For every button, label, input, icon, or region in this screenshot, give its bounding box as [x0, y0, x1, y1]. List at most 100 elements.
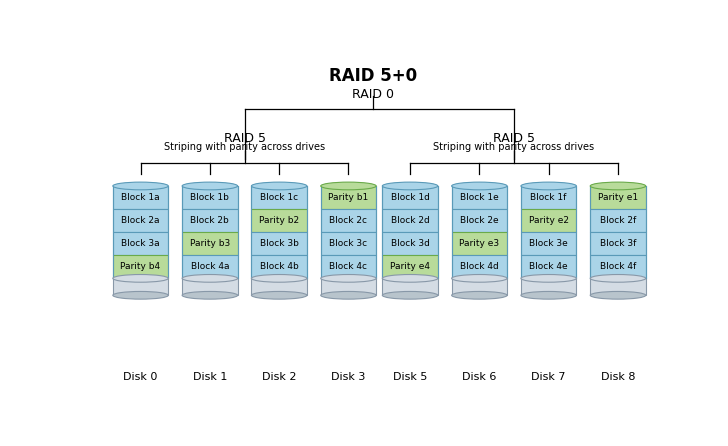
Text: Parity b3: Parity b3: [190, 239, 230, 248]
Bar: [382, 278, 438, 295]
Text: Disk 1: Disk 1: [193, 372, 227, 382]
Bar: [521, 278, 577, 295]
Ellipse shape: [321, 291, 376, 299]
Text: Parity b2: Parity b2: [259, 216, 299, 225]
Text: RAID 0: RAID 0: [352, 88, 394, 101]
Text: Disk 5: Disk 5: [393, 372, 427, 382]
Text: Parity e3: Parity e3: [459, 239, 499, 248]
Bar: [113, 278, 168, 295]
Bar: [590, 186, 646, 209]
Bar: [113, 186, 168, 209]
Bar: [113, 255, 168, 278]
Ellipse shape: [251, 274, 307, 282]
Text: Block 1b: Block 1b: [191, 193, 229, 202]
Text: Parity b1: Parity b1: [328, 193, 368, 202]
Text: Block 1f: Block 1f: [531, 193, 567, 202]
Text: Block 4f: Block 4f: [600, 262, 636, 271]
Bar: [182, 278, 237, 295]
Text: Block 3a: Block 3a: [122, 239, 160, 248]
Bar: [251, 255, 307, 278]
Bar: [451, 255, 507, 278]
Bar: [321, 255, 376, 278]
Text: Block 3d: Block 3d: [391, 239, 430, 248]
Text: Block 2b: Block 2b: [191, 216, 229, 225]
Ellipse shape: [451, 182, 507, 190]
Bar: [321, 278, 376, 295]
Text: Block 4c: Block 4c: [330, 262, 368, 271]
Bar: [382, 186, 438, 209]
Text: Disk 7: Disk 7: [531, 372, 566, 382]
Text: Block 3c: Block 3c: [329, 239, 368, 248]
Bar: [113, 232, 168, 255]
Ellipse shape: [113, 182, 168, 190]
Ellipse shape: [521, 182, 577, 190]
Bar: [321, 209, 376, 232]
Ellipse shape: [182, 291, 237, 299]
Ellipse shape: [382, 274, 438, 282]
Text: Block 2c: Block 2c: [330, 216, 368, 225]
Bar: [251, 186, 307, 209]
Text: Striping with parity across drives: Striping with parity across drives: [433, 142, 595, 152]
Ellipse shape: [590, 291, 646, 299]
Bar: [182, 255, 237, 278]
Ellipse shape: [590, 182, 646, 190]
Ellipse shape: [382, 291, 438, 299]
Text: Block 4b: Block 4b: [260, 262, 298, 271]
Text: Block 4a: Block 4a: [191, 262, 229, 271]
Bar: [382, 209, 438, 232]
Text: Striping with parity across drives: Striping with parity across drives: [164, 142, 325, 152]
Ellipse shape: [521, 274, 577, 282]
Text: Parity b4: Parity b4: [121, 262, 161, 271]
Bar: [251, 232, 307, 255]
Bar: [321, 186, 376, 209]
Bar: [182, 232, 237, 255]
Ellipse shape: [590, 274, 646, 282]
Ellipse shape: [251, 182, 307, 190]
Ellipse shape: [113, 274, 168, 282]
Text: Block 2a: Block 2a: [122, 216, 160, 225]
Text: Parity e2: Parity e2: [529, 216, 569, 225]
Text: Block 2d: Block 2d: [391, 216, 430, 225]
Text: Disk 3: Disk 3: [331, 372, 365, 382]
Text: Disk 8: Disk 8: [601, 372, 636, 382]
Text: Disk 6: Disk 6: [462, 372, 496, 382]
Bar: [521, 186, 577, 209]
Ellipse shape: [251, 291, 307, 299]
Text: Block 1a: Block 1a: [122, 193, 160, 202]
Ellipse shape: [451, 291, 507, 299]
Text: Block 4e: Block 4e: [529, 262, 568, 271]
Bar: [182, 209, 237, 232]
Bar: [451, 278, 507, 295]
Ellipse shape: [382, 182, 438, 190]
Ellipse shape: [521, 291, 577, 299]
Bar: [451, 232, 507, 255]
Text: RAID 5+0: RAID 5+0: [329, 67, 417, 85]
Ellipse shape: [321, 182, 376, 190]
Text: Block 3f: Block 3f: [600, 239, 636, 248]
Bar: [113, 209, 168, 232]
Bar: [451, 186, 507, 209]
Text: Block 2f: Block 2f: [600, 216, 636, 225]
Text: Disk 2: Disk 2: [262, 372, 296, 382]
Bar: [521, 209, 577, 232]
Text: Block 4d: Block 4d: [460, 262, 499, 271]
Text: Block 3e: Block 3e: [529, 239, 568, 248]
Bar: [251, 278, 307, 295]
Text: Parity e1: Parity e1: [598, 193, 638, 202]
Bar: [590, 209, 646, 232]
Bar: [321, 232, 376, 255]
Ellipse shape: [182, 182, 237, 190]
Text: RAID 5: RAID 5: [223, 132, 266, 145]
Bar: [182, 186, 237, 209]
Bar: [590, 232, 646, 255]
Ellipse shape: [113, 291, 168, 299]
Bar: [521, 255, 577, 278]
Bar: [590, 255, 646, 278]
Bar: [382, 232, 438, 255]
Text: Disk 0: Disk 0: [123, 372, 158, 382]
Ellipse shape: [182, 274, 237, 282]
Bar: [382, 255, 438, 278]
Text: Block 1c: Block 1c: [260, 193, 298, 202]
Text: Block 1e: Block 1e: [460, 193, 499, 202]
Ellipse shape: [321, 274, 376, 282]
